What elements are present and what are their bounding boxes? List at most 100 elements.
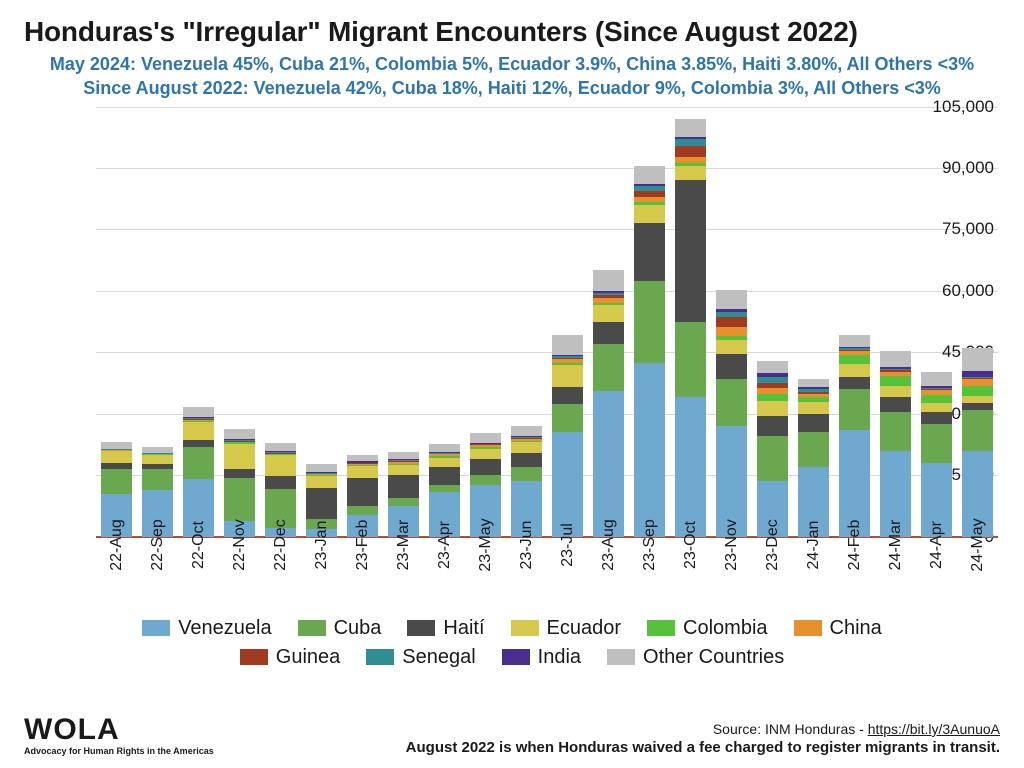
bar-slot <box>301 107 342 537</box>
legend-label: Cuba <box>334 617 382 640</box>
bar-segment-ecuador <box>839 364 869 377</box>
bar-slot <box>793 107 834 537</box>
bar-segment-haiti <box>716 354 746 379</box>
x-tick-label: 23-Sep <box>641 519 659 571</box>
legend-label: Senegal <box>402 646 475 669</box>
bar-slot <box>957 107 998 537</box>
bar <box>839 335 869 536</box>
x-tick-label: 23-Jul <box>559 523 577 567</box>
bar-segment-colombia <box>921 395 951 402</box>
bar-slot <box>711 107 752 537</box>
bar <box>593 270 623 536</box>
bar-slot <box>506 107 547 537</box>
bar-slot <box>916 107 957 537</box>
bar-slot <box>465 107 506 537</box>
x-tick-label: 23-Mar <box>395 519 413 570</box>
bar-segment-colombia <box>962 386 992 395</box>
chart-subtitle: May 2024: Venezuela 45%, Cuba 21%, Colom… <box>24 52 1000 101</box>
bar-segment-other <box>962 348 992 371</box>
bar-segment-ecuador <box>429 458 459 467</box>
x-tick-label: 23-Aug <box>600 519 618 571</box>
source-prefix: Source: INM Honduras - <box>713 721 868 737</box>
bar-segment-other <box>511 426 541 436</box>
subtitle-text: Venezuela 45%, Cuba 21%, Colombia 5%, Ec… <box>136 54 974 74</box>
legend-item-haiti: Haití <box>407 617 484 640</box>
bar-segment-guinea <box>716 317 746 327</box>
legend-swatch <box>142 620 170 636</box>
bar <box>716 290 746 536</box>
bar-segment-venezuela <box>593 391 623 536</box>
x-tick-label: 24-Jan <box>805 520 823 569</box>
bar-segment-other <box>388 452 418 459</box>
logo-main: WOLA <box>24 715 214 745</box>
bar-segment-guinea <box>675 146 705 157</box>
bar-segment-china <box>962 379 992 386</box>
bar-segment-cuba <box>798 432 828 467</box>
bar-segment-ecuador <box>142 455 172 464</box>
bar-segment-other <box>552 335 582 355</box>
x-tick-label: 23-Apr <box>436 521 454 569</box>
legend-label: Haití <box>443 617 484 640</box>
legend-item-cuba: Cuba <box>298 617 382 640</box>
bar <box>634 166 664 537</box>
x-tick-label: 22-Sep <box>149 519 167 571</box>
x-tick-label: 23-May <box>477 518 495 571</box>
bar-segment-ecuador <box>921 403 951 412</box>
bar-slot <box>875 107 916 537</box>
x-tick-label: 24-May <box>969 518 987 571</box>
bar-segment-ecuador <box>101 451 131 462</box>
bar-slot <box>260 107 301 537</box>
bar-slot <box>383 107 424 537</box>
bar-segment-other <box>593 270 623 290</box>
bar-segment-other <box>839 335 869 346</box>
bar-slot <box>629 107 670 537</box>
bar-segment-ecuador <box>183 422 213 440</box>
bar-segment-ecuador <box>470 449 500 459</box>
bar-segment-cuba <box>347 506 377 515</box>
bar <box>880 351 910 537</box>
bar-segment-cuba <box>183 447 213 480</box>
bar-segment-venezuela <box>634 363 664 537</box>
bar-segment-ecuador <box>757 401 787 415</box>
bar-segment-haiti <box>593 322 623 345</box>
x-tick-label: 23-Dec <box>764 519 782 571</box>
legend-label: Ecuador <box>547 617 622 640</box>
bar-segment-haiti <box>265 476 295 488</box>
bar-segment-ecuador <box>798 402 828 413</box>
bar-segment-ecuador <box>224 444 254 469</box>
bar-segment-ecuador <box>716 340 746 354</box>
x-tick-label: 24-Mar <box>887 519 905 570</box>
legend-item-colombia: Colombia <box>647 617 767 640</box>
bar-segment-cuba <box>429 485 459 492</box>
x-tick-label: 24-Feb <box>846 519 864 570</box>
chart-title: Honduras's "Irregular" Migrant Encounter… <box>24 16 1000 48</box>
legend-label: Other Countries <box>643 646 784 669</box>
subtitle-text: Venezuela 42%, Cuba 18%, Haiti 12%, Ecua… <box>249 78 941 98</box>
bar-segment-china <box>716 327 746 336</box>
bar-segment-haiti <box>921 412 951 424</box>
bar-segment-cuba <box>839 389 869 430</box>
bar-segment-venezuela <box>552 432 582 536</box>
bar-segment-haiti <box>675 180 705 321</box>
subtitle-label: May 2024: <box>50 54 136 74</box>
legend-label: India <box>538 646 581 669</box>
legend-item-venezuela: Venezuela <box>142 617 271 640</box>
x-tick-label: 23-Jun <box>518 520 536 569</box>
source-line: Source: INM Honduras - https://bit.ly/3A… <box>406 721 1000 737</box>
legend-swatch <box>298 620 326 636</box>
legend-label: Colombia <box>683 617 767 640</box>
legend-label: Guinea <box>276 646 341 669</box>
legend-item-other: Other Countries <box>607 646 784 669</box>
bar-segment-ecuador <box>552 365 582 388</box>
bar-segment-ecuador <box>593 305 623 321</box>
bar-segment-other <box>880 351 910 367</box>
bar-slot <box>834 107 875 537</box>
bar-segment-haiti <box>470 459 500 475</box>
bar-segment-other <box>716 290 746 308</box>
bar-segment-haiti <box>634 223 664 280</box>
legend-swatch <box>240 649 268 665</box>
bars-row <box>96 107 998 537</box>
bar-slot <box>670 107 711 537</box>
bar-segment-colombia <box>839 355 869 364</box>
legend-swatch <box>794 620 822 636</box>
